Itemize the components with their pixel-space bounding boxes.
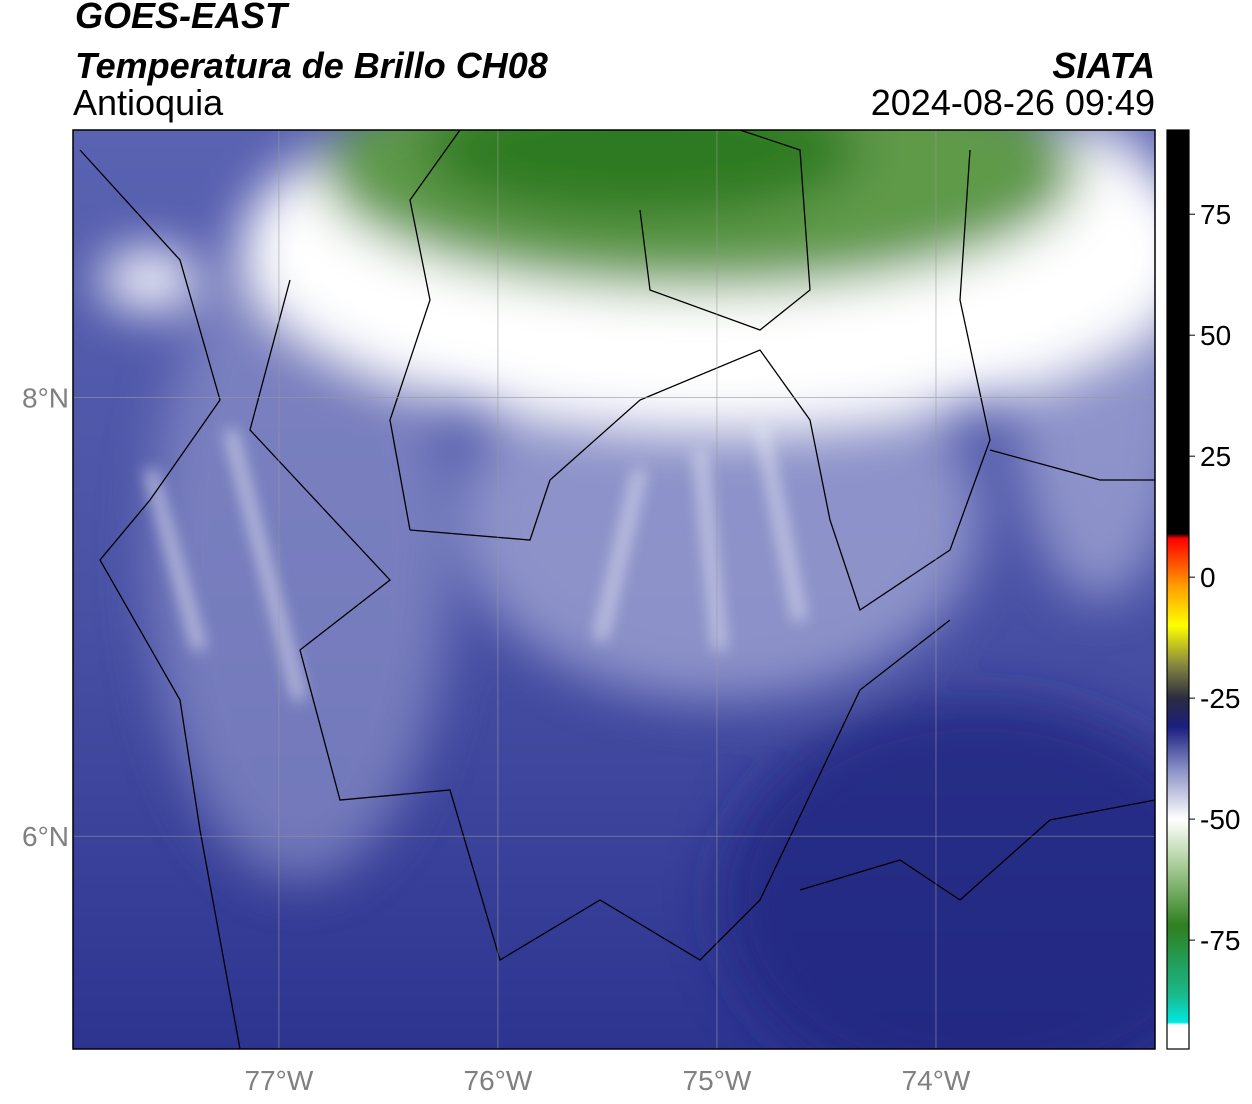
colorbar-tick-label: -75 bbox=[1200, 925, 1240, 956]
satellite-image bbox=[73, 130, 1155, 1049]
agency: SIATA bbox=[1052, 45, 1155, 86]
colorbar bbox=[1166, 129, 1190, 1050]
map-frame bbox=[72, 129, 1156, 1050]
y-tick-label: 8°N bbox=[22, 383, 69, 414]
colorbar-tick-label: -25 bbox=[1200, 683, 1240, 714]
region: Antioquia bbox=[73, 82, 224, 123]
colorbar-tick-label: 25 bbox=[1200, 441, 1231, 472]
colorbar-tick-label: 0 bbox=[1200, 562, 1216, 593]
y-tick-label: 6°N bbox=[22, 821, 69, 852]
grid bbox=[73, 130, 1155, 1049]
x-tick-label: 75°W bbox=[683, 1065, 752, 1096]
borders bbox=[79, 130, 1155, 1049]
colorbar-tick-label: 75 bbox=[1200, 199, 1231, 230]
title: Temperatura de Brillo CH08 bbox=[75, 45, 548, 86]
source: GOES-EAST bbox=[75, 0, 290, 36]
x-tick-label: 74°W bbox=[902, 1065, 971, 1096]
x-tick-label: 77°W bbox=[244, 1065, 313, 1096]
x-tick-label: 76°W bbox=[464, 1065, 533, 1096]
datetime: 2024-08-26 09:49 bbox=[871, 82, 1155, 123]
colorbar-tick-label: 50 bbox=[1200, 320, 1231, 351]
colorbar-tick-label: -50 bbox=[1200, 804, 1240, 835]
